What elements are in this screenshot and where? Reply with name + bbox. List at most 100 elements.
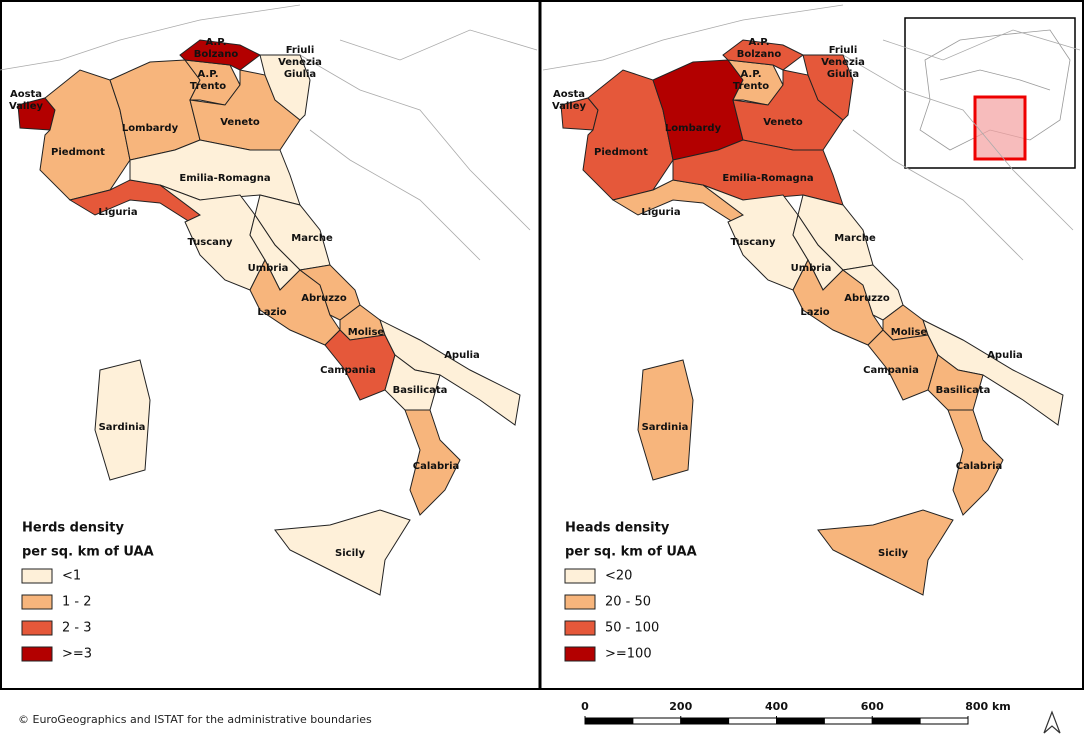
- region-label: Lombardy: [665, 123, 722, 134]
- legend-swatch: [21, 594, 53, 610]
- region-label: Friuli: [829, 45, 858, 56]
- scale-segment: [823, 717, 873, 725]
- legend-label: 50 - 100: [605, 621, 659, 636]
- region: [672, 139, 844, 206]
- region-label: Veneto: [220, 117, 260, 128]
- region-label: Lazio: [257, 307, 286, 318]
- region: [379, 319, 521, 426]
- region-label: Sicily: [335, 548, 365, 559]
- region: [722, 39, 804, 71]
- region-label: Valley: [9, 101, 44, 112]
- region-label: Sardinia: [642, 422, 689, 433]
- region-label: Calabria: [956, 461, 1003, 472]
- legend-label: >=100: [605, 647, 652, 662]
- legend-swatch: [564, 568, 596, 584]
- scale-label: 600: [861, 700, 884, 713]
- legend-title: per sq. km of UAA: [22, 545, 154, 560]
- region-label: Venezia: [821, 57, 865, 68]
- region-label: Tuscany: [730, 237, 776, 248]
- region-label: Giulia: [827, 69, 859, 80]
- legend-swatch: [564, 620, 596, 636]
- legend-title: per sq. km of UAA: [565, 545, 697, 560]
- region-label: Molise: [891, 327, 928, 338]
- region-label: Piedmont: [51, 147, 105, 158]
- region-label: Trento: [190, 81, 226, 92]
- region: [817, 509, 954, 596]
- legend-label: <1: [62, 569, 81, 584]
- region-label: Venezia: [278, 57, 322, 68]
- region-label: Campania: [320, 365, 376, 376]
- region-label: A.P.: [205, 37, 226, 48]
- region-label: Valley: [552, 101, 587, 112]
- region: [922, 319, 1064, 426]
- scale-segment: [680, 718, 729, 724]
- scale-outline: [584, 717, 969, 725]
- neighbour-border: [0, 4, 538, 261]
- region-label: Emilia-Romagna: [179, 173, 270, 184]
- map-panel: AostaValleyPiedmontLombardyA.P.TrentoA.P…: [0, 4, 538, 662]
- region-label: Bolzano: [194, 49, 239, 60]
- region-label: Sicily: [878, 548, 908, 559]
- scale-segment: [872, 718, 921, 724]
- region-label: Apulia: [444, 350, 480, 361]
- frame: [0, 0, 1084, 690]
- region: [183, 59, 241, 106]
- region-label: Lombardy: [122, 123, 179, 134]
- region-label: Aosta: [553, 89, 585, 100]
- region-label: Friuli: [286, 45, 315, 56]
- region-label: Marche: [291, 233, 333, 244]
- region-label: Calabria: [413, 461, 460, 472]
- legend-label: >=3: [62, 647, 92, 662]
- region: [802, 54, 854, 121]
- legend-swatch: [21, 646, 53, 662]
- region-label: Campania: [863, 365, 919, 376]
- region-label: Abruzzo: [301, 293, 347, 304]
- scale-label: 400: [765, 700, 788, 713]
- scale-label: 0: [581, 700, 589, 713]
- region-label: Emilia-Romagna: [722, 173, 813, 184]
- region-label: Sardinia: [99, 422, 146, 433]
- region: [404, 409, 461, 516]
- legend-title: Herds density: [22, 521, 124, 536]
- region-label: Aosta: [10, 89, 42, 100]
- scale-segment: [919, 717, 969, 725]
- legend-label: <20: [605, 569, 632, 584]
- scale-bar: 0 200 400 600 800 km: [581, 700, 1011, 725]
- region-label: Liguria: [641, 207, 680, 218]
- scale-label: 200: [669, 700, 692, 713]
- region-label: Piedmont: [594, 147, 648, 158]
- region-label: Abruzzo: [844, 293, 890, 304]
- region: [129, 139, 301, 206]
- region-label: Bolzano: [737, 49, 782, 60]
- region-label: A.P.: [740, 69, 761, 80]
- region-label: Tuscany: [187, 237, 233, 248]
- legend-swatch: [564, 646, 596, 662]
- region-label: Liguria: [98, 207, 137, 218]
- region-label: Basilicata: [393, 385, 448, 396]
- north-arrow: [1043, 710, 1061, 734]
- scale-label: 800 km: [965, 700, 1011, 713]
- scale-segment: [776, 718, 825, 724]
- region: [637, 359, 694, 481]
- region-label: Marche: [834, 233, 876, 244]
- legend-title: Heads density: [565, 521, 670, 536]
- legend-swatch: [21, 568, 53, 584]
- region-label: Giulia: [284, 69, 316, 80]
- region-label: Apulia: [987, 350, 1023, 361]
- map-panel: AostaValleyPiedmontLombardyA.P.TrentoA.P…: [542, 4, 1081, 662]
- region: [726, 59, 784, 106]
- region-label: Trento: [733, 81, 769, 92]
- region-label: Umbria: [791, 263, 832, 274]
- legend-label: 2 - 3: [62, 621, 92, 636]
- region-label: Veneto: [763, 117, 803, 128]
- neighbour-border: [542, 4, 1081, 261]
- region: [179, 39, 261, 71]
- legend-label: 20 - 50: [605, 595, 651, 610]
- region: [274, 509, 411, 596]
- legend-swatch: [21, 620, 53, 636]
- region-label: Basilicata: [936, 385, 991, 396]
- region-label: A.P.: [197, 69, 218, 80]
- region-label: Molise: [348, 327, 385, 338]
- region: [259, 54, 311, 121]
- scale-segment: [728, 717, 777, 725]
